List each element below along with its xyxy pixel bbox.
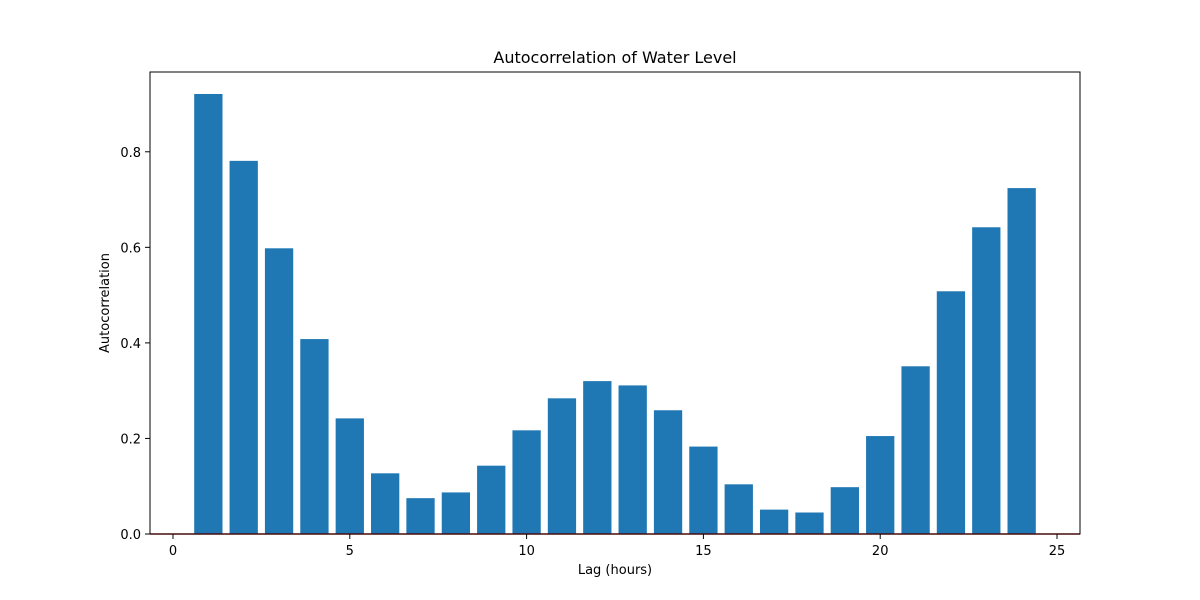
bar-lag-18 [795,512,824,534]
bar-lag-23 [972,227,1001,534]
x-axis-ticks: 0 5 10 15 20 25 [169,534,1065,559]
y-tick-label: 0.8 [120,146,141,161]
bar-lag-24 [1007,188,1036,534]
y-axis-label: Autocorrelation [98,253,113,353]
bar-lag-19 [830,487,859,534]
bar-lag-22 [936,291,966,534]
bar-lag-6 [371,473,400,534]
y-axis-ticks: 0.0 0.2 0.4 0.6 0.8 [120,146,150,543]
x-tick-label: 25 [1049,544,1066,559]
bar-lag-20 [866,436,895,534]
x-tick-label: 15 [695,544,712,559]
bar-lag-11 [547,398,577,534]
x-tick-label: 5 [346,544,354,559]
bar-lag-13 [618,385,647,534]
y-tick-label: 0.2 [120,432,141,447]
bar-lag-12 [583,381,612,534]
bar-lag-17 [759,509,789,534]
bar-lag-5 [335,418,364,534]
bar-lag-2 [229,160,258,535]
bar-lag-9 [477,465,506,534]
y-tick-label: 0.6 [120,241,141,256]
chart-title: Autocorrelation of Water Level [493,48,736,67]
y-tick-label: 0.0 [120,528,141,543]
bar-lag-8 [441,492,471,534]
bar-lag-1 [194,93,223,534]
bar-lag-7 [406,498,435,534]
x-tick-label: 10 [518,544,535,559]
bar-lag-4 [300,339,329,534]
bar-lag-3 [264,248,294,535]
bar-lag-14 [653,410,683,534]
x-tick-label: 20 [872,544,889,559]
y-tick-label: 0.4 [120,337,141,352]
bar-lag-21 [901,366,930,534]
plot-frame [149,71,1081,535]
bar-lag-15 [689,446,718,534]
x-axis-label: Lag (hours) [578,563,652,578]
bar-lag-16 [724,484,753,534]
bars [194,93,1036,535]
x-tick-label: 0 [169,544,177,559]
bar-lag-10 [512,430,541,534]
